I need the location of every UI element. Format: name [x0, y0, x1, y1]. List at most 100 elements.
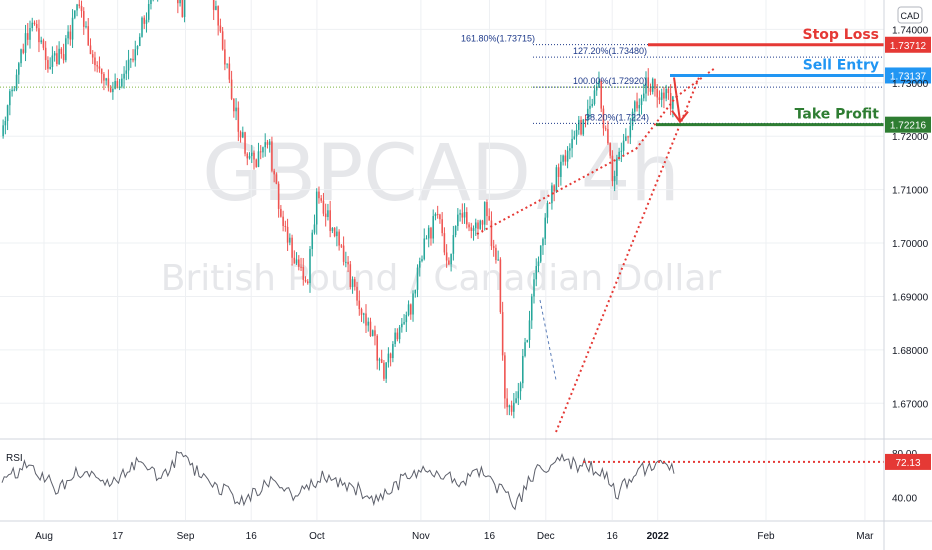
candle [224, 39, 226, 71]
candle [365, 304, 367, 333]
trend-line[interactable] [635, 96, 677, 150]
candle [430, 226, 432, 246]
time-tick-label: Sep [177, 531, 195, 542]
candle [226, 63, 228, 69]
price-axis[interactable]: 1.74000 1.73000 1.72000 1.71000 1.70000 1.690… [892, 25, 929, 410]
candle [412, 290, 414, 322]
candle [636, 92, 638, 112]
currency-selector[interactable]: CAD [897, 6, 923, 24]
candle [289, 233, 291, 246]
candle [351, 276, 354, 294]
candle [557, 163, 560, 188]
candle [105, 77, 107, 86]
candle [383, 360, 385, 381]
candle [35, 20, 38, 32]
rsi-line [1, 450, 675, 511]
candle [401, 317, 403, 333]
candle [448, 257, 450, 266]
candle [327, 203, 329, 221]
candle [280, 204, 282, 218]
rsi-pane [1, 450, 884, 511]
candle [13, 86, 16, 92]
candle [483, 201, 486, 231]
candle [250, 144, 253, 164]
candle [638, 98, 641, 116]
candle [230, 70, 233, 101]
trend-line[interactable] [555, 74, 701, 433]
candle [253, 150, 255, 170]
candle [627, 135, 629, 144]
candle [604, 125, 607, 132]
candle [293, 250, 296, 264]
candle [268, 138, 271, 153]
candle [613, 170, 616, 192]
candle [181, 0, 184, 18]
candle [145, 12, 148, 33]
time-tick-label: 16 [484, 531, 496, 542]
candle [488, 208, 490, 221]
sell-entry-label: Sell Entry [803, 57, 879, 73]
time-tick-label: Aug [35, 531, 53, 542]
candle [575, 123, 578, 145]
price-tick-label: 1.67000 [892, 399, 929, 410]
candle [47, 56, 49, 73]
trend-line[interactable] [476, 148, 637, 235]
candle [398, 325, 401, 344]
candle [282, 210, 284, 232]
candle [60, 47, 63, 59]
time-tick-label: 2022 [647, 531, 670, 542]
drawings[interactable]: 161.80%(1.73715) 127.20%(1.73480) 100.00%(… [0, 27, 931, 433]
candle [26, 23, 29, 46]
candle [362, 312, 365, 324]
candle [49, 57, 51, 70]
candle [277, 181, 280, 218]
candle [371, 329, 374, 337]
candle [436, 205, 439, 219]
fib-level-label: 100.00%(1.72920) [573, 76, 647, 86]
fib-level-label: 38.20%(1.7224) [585, 112, 649, 122]
candle [130, 58, 132, 68]
candle [345, 251, 347, 268]
time-tick-label: Feb [757, 531, 775, 542]
candle [555, 164, 558, 194]
candle [309, 246, 311, 293]
candle [459, 209, 461, 222]
direction-arrow-shaft [673, 77, 681, 121]
candle [457, 208, 459, 231]
candle [248, 152, 251, 160]
candle [663, 87, 665, 109]
candle [347, 256, 349, 273]
candle [89, 38, 92, 55]
sell-entry-badge [885, 67, 931, 84]
candle [71, 9, 74, 48]
candle [342, 236, 345, 266]
candle [535, 258, 538, 287]
fib-level-label: 127.20%(1.73480) [573, 46, 647, 56]
candle [427, 225, 430, 248]
rsi-value-badge-text: 72.13 [895, 458, 920, 469]
candle [275, 172, 278, 185]
candle [647, 68, 650, 96]
direction-arrow-head [671, 110, 689, 124]
candle [510, 400, 513, 416]
time-tick-label: Mar [856, 531, 874, 542]
candle [479, 219, 482, 230]
candle [284, 220, 287, 232]
candle [369, 317, 372, 337]
candle [425, 235, 428, 240]
trend-line[interactable] [675, 67, 716, 98]
candle [333, 227, 336, 238]
candle [40, 36, 42, 45]
candle [669, 84, 672, 116]
candle [233, 98, 235, 118]
candle [452, 225, 455, 261]
time-axis[interactable]: Aug 17 Sep 16 Oct Nov 16 Dec 16 2022 Feb Mar [35, 531, 874, 542]
candle [112, 81, 114, 100]
stop-loss-badge [885, 36, 931, 53]
candle [385, 362, 387, 383]
candle [423, 228, 426, 261]
candle [257, 142, 260, 168]
candle [98, 56, 101, 73]
candle [94, 51, 96, 72]
